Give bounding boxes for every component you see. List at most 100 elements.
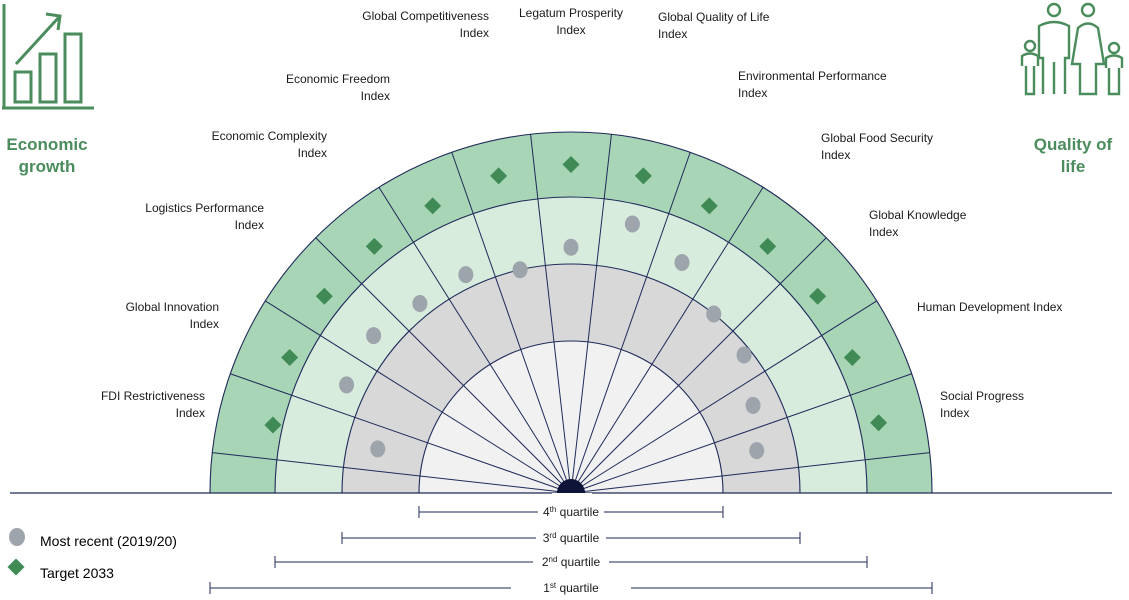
index-label-line1: Legatum Prosperity [519,6,623,20]
legend-target-label: Target 2033 [40,565,114,581]
index-label-line1: Economic Freedom [286,72,390,86]
target-2033-marker [634,167,652,185]
most-recent-marker [370,440,386,458]
band-4th-quartile [418,340,724,494]
legend-recent-marker [9,528,25,546]
index-label-line2: Index [556,23,585,37]
quartile-label: 2nd quartile [542,555,601,569]
most-recent-marker [745,396,761,414]
index-label: Economic Freedom Index [286,72,390,103]
index-label-line2: Index [361,89,390,103]
sector-boundary [570,452,930,494]
most-recent-marker [706,305,722,323]
target-2033-marker [809,287,827,305]
target-2033-marker [562,156,580,173]
index-label-line1: FDI Restrictiveness [101,389,205,403]
index-label-line2: Index [658,27,687,41]
index-labels: FDI Restrictiveness Index Global Innovatio… [101,6,1062,420]
sector-boundary [230,373,572,494]
quality-of-life-title-line2: life [1060,157,1086,176]
target-2033-marker [315,287,333,305]
index-label: Environmental Performance Index [738,69,887,100]
most-recent-marker [458,266,474,284]
quartile-number: 2 [542,555,549,569]
quartile-word: quartile [557,555,600,569]
index-label-line1: Global Competitiveness [362,9,489,23]
quartile-number: 3 [543,531,550,545]
quartile-word: quartile [556,505,599,519]
quartile-label: 4th quartile [543,505,599,519]
index-label-line1: Economic Complexity [212,129,327,143]
bar-chart-growth-icon [2,4,94,110]
quality-of-life-title: Quality of life [1020,134,1126,178]
index-label-line2: Index [176,406,205,420]
index-spokes [212,134,930,494]
most-recent-marker [674,254,690,272]
index-label-line1: Global Knowledge [869,208,967,222]
index-label: Global Knowledge Index [869,208,967,239]
index-label-line2: Index [235,218,264,232]
index-label-line1: Social Progress [940,389,1024,403]
quartile-suffix: th [550,505,557,514]
index-label: Global Food Security Index [821,131,933,162]
index-label-line2: Index [738,86,767,100]
index-label: Human Development Index [917,300,1062,314]
quartile-suffix: nd [549,555,558,564]
index-label-line2: Index [940,406,969,420]
sector-boundary [570,300,877,494]
index-label: Economic Complexity Index [212,129,327,160]
target-2033-marker [264,416,282,434]
most-recent-marker [512,261,528,279]
index-label-line1: Global Innovation [126,300,219,314]
family-icon [1020,2,1124,96]
most-recent-marker [339,376,355,394]
target-2033-marker [365,237,383,255]
economic-growth-title-line2: growth [18,157,76,176]
target-2033-marker [843,349,861,367]
index-label-line2: Index [190,317,219,331]
index-label-line2: Index [869,225,898,239]
most-recent-marker [366,327,382,345]
index-label-line1: Environmental Performance [738,69,887,83]
index-label-line1: Logistics Performance [145,201,264,215]
target-2033-marker [870,414,888,432]
quality-of-life-title-line1: Quality of [1033,135,1113,154]
index-label: Global Quality of Life Index [658,10,770,41]
most-recent-marker [736,346,752,364]
legend-target-marker [7,558,25,576]
index-label-line1: Human Development Index [917,300,1062,314]
economic-growth-title: Economic growth [4,134,90,178]
sector-boundary [570,237,827,494]
economic-growth-title-line1: Economic [6,135,88,154]
quartile-word: quartile [557,531,600,545]
index-label: Global Competitiveness Index [362,9,489,40]
index-label-line2: Index [298,146,327,160]
index-label: Legatum Prosperity Index [519,6,623,37]
most-recent-marker [563,238,579,256]
most-recent-marker [749,442,765,460]
target-2033-marker [424,197,442,215]
sector-boundary [212,452,572,494]
sector-boundary [570,373,912,494]
index-label-line1: Global Food Security [821,131,933,145]
quartile-number: 4 [543,505,550,519]
target-2033-marker [281,349,299,367]
quartile-suffix: st [550,581,557,590]
sector-boundary [451,152,572,494]
sector-boundary [265,300,572,494]
index-label: FDI Restrictiveness Index [101,389,205,420]
most-recent-marker [624,215,640,233]
sector-boundary [315,237,572,494]
index-label: Social Progress Index [940,389,1024,420]
target-2033-marker [759,237,777,255]
index-label-line2: Index [821,148,850,162]
index-label-line1: Global Quality of Life [658,10,770,24]
quartile-number: 1 [543,581,550,595]
sector-boundary [378,187,572,494]
sector-boundary [530,134,572,494]
index-label-line2: Index [460,26,489,40]
sector-boundary [570,152,691,494]
quartile-suffix: rd [549,531,556,540]
